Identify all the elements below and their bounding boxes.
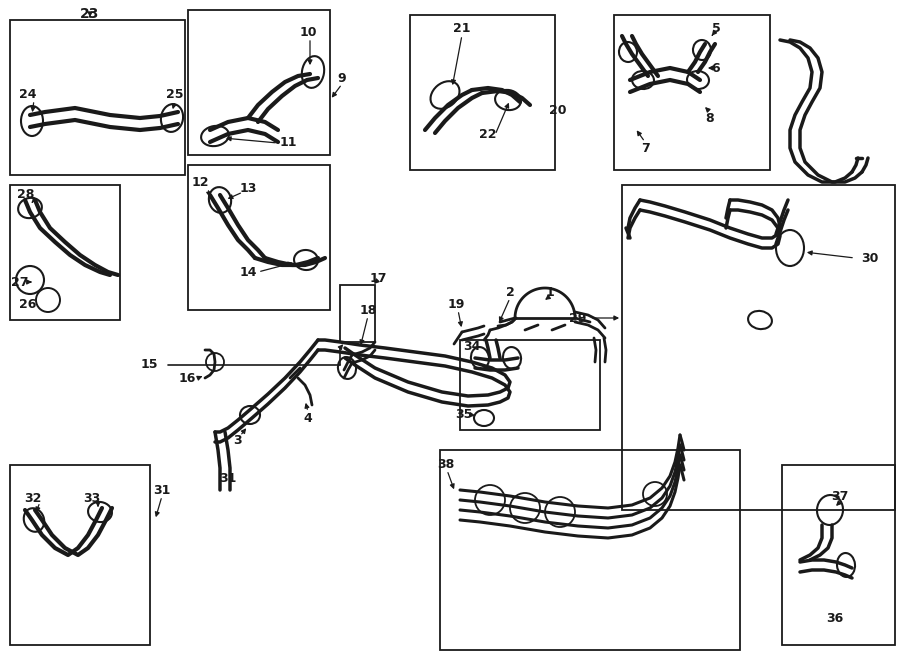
Text: 8: 8	[706, 112, 715, 124]
Text: 31: 31	[153, 483, 171, 496]
Text: 13: 13	[239, 182, 256, 194]
Text: 19: 19	[447, 299, 464, 311]
Text: 28: 28	[16, 188, 34, 202]
Text: 32: 32	[24, 492, 42, 504]
Text: 21: 21	[454, 22, 471, 34]
Text: 16: 16	[178, 371, 196, 385]
Bar	[782, 465, 895, 645]
Text: 15: 15	[140, 358, 158, 371]
Bar	[460, 340, 600, 430]
Text: 14: 14	[239, 266, 256, 278]
Bar	[10, 465, 150, 645]
Bar	[340, 285, 375, 342]
Bar	[440, 450, 740, 650]
Bar	[622, 185, 895, 510]
Text: 26: 26	[19, 299, 37, 311]
Text: 27: 27	[11, 276, 28, 288]
Text: 4: 4	[303, 412, 312, 424]
Text: 5: 5	[712, 22, 720, 34]
Text: 20: 20	[549, 104, 567, 116]
Text: 6: 6	[712, 61, 720, 75]
Text: 29: 29	[570, 311, 587, 325]
Text: 11: 11	[279, 137, 297, 149]
Text: 38: 38	[437, 457, 454, 471]
Text: 24: 24	[19, 89, 37, 102]
Text: 35: 35	[455, 408, 472, 422]
Bar	[10, 185, 120, 320]
Bar	[614, 15, 770, 170]
Text: 2: 2	[506, 286, 515, 299]
Text: 3: 3	[234, 434, 242, 446]
Text: 37: 37	[832, 490, 849, 504]
Text: 18: 18	[359, 303, 377, 317]
Text: 30: 30	[861, 251, 878, 264]
Text: 1: 1	[545, 286, 554, 299]
Text: 25: 25	[166, 89, 184, 102]
Text: 33: 33	[83, 492, 100, 504]
Bar	[188, 10, 330, 155]
Text: 7: 7	[641, 141, 650, 155]
Text: 17: 17	[369, 272, 387, 284]
Text: 12: 12	[191, 176, 209, 190]
Text: 36: 36	[826, 611, 843, 625]
Bar	[188, 165, 330, 310]
Text: 22: 22	[479, 128, 497, 141]
Text: 10: 10	[299, 26, 317, 38]
Text: 34: 34	[464, 340, 481, 352]
Text: 31: 31	[220, 471, 237, 485]
Text: 23: 23	[80, 7, 100, 21]
Text: 9: 9	[338, 71, 346, 85]
Bar	[10, 20, 185, 175]
Bar	[410, 15, 555, 170]
